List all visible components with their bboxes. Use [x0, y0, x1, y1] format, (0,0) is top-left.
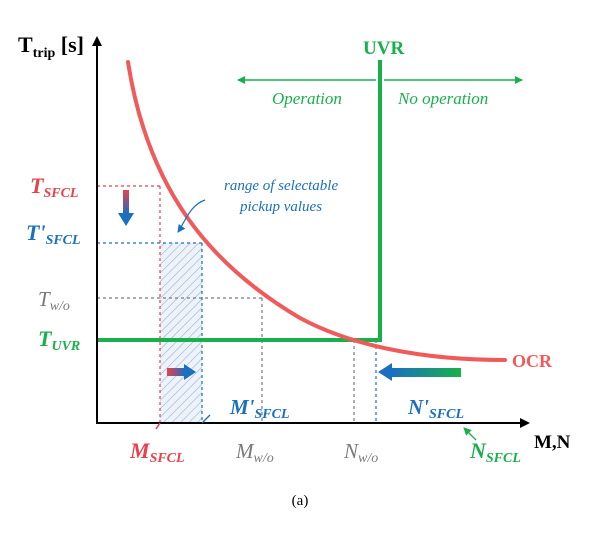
time-shift-arrow: [118, 190, 134, 226]
current-shift-arrow: [167, 364, 196, 380]
n-sfcl-label: NSFCL: [469, 438, 521, 466]
m-wo-label: Mw/o: [235, 439, 274, 466]
t-uvr-label: TUVR: [38, 326, 80, 354]
selectable-range-region: [160, 243, 202, 423]
no-operation-label: No operation: [397, 89, 488, 108]
operation-label: Operation: [272, 89, 342, 108]
m-prime-sfcl-tick: [201, 414, 211, 424]
figure-caption: (a): [292, 493, 309, 509]
n-prime-sfcl-label: N'SFCL: [407, 395, 464, 422]
annotation-line-1: range of selectable: [224, 178, 338, 194]
n-sfcl-leader: [463, 427, 477, 441]
t-sfcl-label: TSFCL: [30, 173, 78, 201]
x-axis-label: M,N: [534, 432, 571, 453]
annotation-leader: [177, 199, 206, 233]
uvr-shift-arrow: [378, 363, 461, 381]
m-sfcl-tick: [155, 422, 161, 430]
m-prime-sfcl-label: M'SFCL: [229, 395, 290, 422]
uvr-label: UVR: [363, 38, 404, 59]
ocr-label: OCR: [512, 351, 553, 371]
y-axis-label: Ttrip [s]: [18, 32, 84, 61]
ocr-curve: [126, 60, 507, 362]
m-sfcl-label: MSFCL: [129, 438, 185, 466]
annotation-line-2: pickup values: [239, 199, 322, 215]
n-wo-label: Nw/o: [343, 439, 378, 466]
t-wo-label: Tw/o: [38, 287, 70, 314]
t-prime-sfcl-label: T'SFCL: [26, 220, 81, 248]
